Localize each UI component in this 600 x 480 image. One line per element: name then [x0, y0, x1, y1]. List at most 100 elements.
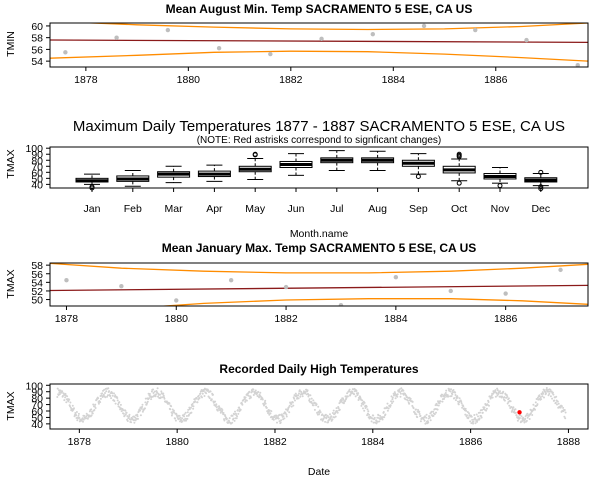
daily-high-point [434, 408, 437, 410]
daily-high-point [169, 408, 172, 411]
panel4-data-layer [56, 387, 567, 425]
daily-high-point [123, 414, 126, 417]
daily-high-point [440, 395, 443, 398]
daily-high-point [445, 389, 448, 392]
daily-high-point [298, 389, 301, 392]
daily-high-point [301, 395, 304, 398]
daily-high-point [157, 395, 159, 398]
daily-high-point [141, 403, 144, 406]
daily-high-point [235, 417, 238, 420]
daily-high-point [275, 414, 278, 417]
daily-high-point [556, 400, 559, 403]
daily-high-point [233, 413, 236, 416]
daily-high-point [320, 418, 323, 421]
daily-high-point [450, 388, 453, 391]
daily-high-point [481, 409, 483, 411]
daily-high-point [557, 402, 560, 405]
daily-high-point [97, 402, 100, 405]
daily-high-point [541, 395, 544, 398]
daily-high-point [152, 388, 155, 391]
panel4-frame [49, 383, 589, 430]
daily-high-point [64, 392, 67, 395]
daily-high-point [245, 399, 248, 402]
daily-high-point [248, 390, 251, 393]
daily-high-point [324, 420, 327, 423]
daily-high-point [308, 398, 311, 401]
daily-high-point [201, 392, 204, 395]
daily-high-point [398, 388, 401, 391]
daily-high-point [523, 421, 526, 424]
daily-high-point [514, 408, 517, 411]
daily-high-point [435, 411, 437, 414]
daily-high-point [168, 402, 171, 405]
daily-high-point [94, 407, 97, 409]
daily-high-point [127, 416, 130, 419]
daily-high-point [357, 392, 360, 395]
daily-high-point [454, 391, 457, 394]
daily-high-point [494, 395, 497, 398]
panel4-x-axis-label: Date [308, 466, 330, 478]
daily-high-point [90, 408, 93, 411]
daily-high-point [506, 395, 509, 398]
daily-high-point [307, 394, 310, 396]
daily-high-point [399, 395, 402, 398]
daily-high-point [97, 397, 100, 400]
daily-high-point [251, 390, 254, 393]
daily-high-point [148, 393, 151, 395]
daily-high-point [336, 411, 339, 414]
daily-high-point [299, 395, 302, 398]
daily-high-point [503, 396, 506, 399]
daily-high-point [480, 416, 483, 419]
daily-high-point [101, 392, 104, 395]
daily-high-point [179, 416, 182, 419]
daily-high-point [186, 417, 189, 420]
daily-high-point [270, 410, 273, 413]
daily-high-point [66, 395, 69, 398]
daily-high-point [77, 412, 80, 415]
daily-high-point [106, 395, 109, 398]
panel4-x-tick-label: 1888 [557, 436, 581, 448]
daily-high-point [194, 400, 197, 403]
daily-high-point [485, 409, 488, 412]
daily-high-point [156, 387, 159, 390]
daily-high-point [411, 404, 414, 407]
daily-high-point [389, 405, 392, 408]
panel1-point [575, 63, 580, 67]
highlighted-point [517, 410, 522, 415]
daily-high-point [197, 394, 200, 397]
daily-high-point [190, 406, 192, 409]
daily-high-point [406, 399, 409, 402]
daily-high-point [330, 415, 333, 418]
daily-high-point [549, 395, 552, 398]
daily-high-point [383, 416, 386, 419]
daily-high-point [524, 417, 527, 420]
daily-high-point [221, 409, 224, 411]
daily-high-point [458, 397, 461, 400]
daily-high-point [466, 414, 468, 417]
daily-high-point [222, 412, 225, 414]
panel4-y-tick-label: 90 [31, 387, 43, 399]
daily-high-point [382, 411, 385, 413]
daily-high-point [340, 399, 343, 402]
daily-high-point [418, 413, 421, 415]
panel3-point [503, 291, 508, 296]
daily-high-point [391, 396, 394, 399]
daily-high-point [402, 389, 405, 392]
daily-high-point [376, 420, 379, 423]
daily-high-point [181, 420, 184, 423]
daily-high-point [529, 412, 532, 415]
daily-high-point [310, 400, 313, 403]
daily-high-point [141, 405, 144, 408]
daily-high-point [474, 417, 477, 420]
panel2-subtitle: (NOTE: Red astrisks correspond to signfi… [197, 135, 442, 146]
daily-high-point [144, 397, 147, 400]
daily-high-point [415, 413, 418, 416]
daily-high-point [480, 415, 483, 418]
daily-high-point [139, 414, 142, 417]
daily-high-point [348, 390, 351, 393]
daily-high-point [183, 413, 186, 416]
daily-high-point [178, 414, 181, 417]
panel3-point [228, 278, 234, 283]
panel2-plot: Jan Feb Mar Apr May Jun Jul Aug Sep Oct Nov Dec 4050… [25, 143, 589, 215]
daily-high-point [140, 407, 143, 410]
